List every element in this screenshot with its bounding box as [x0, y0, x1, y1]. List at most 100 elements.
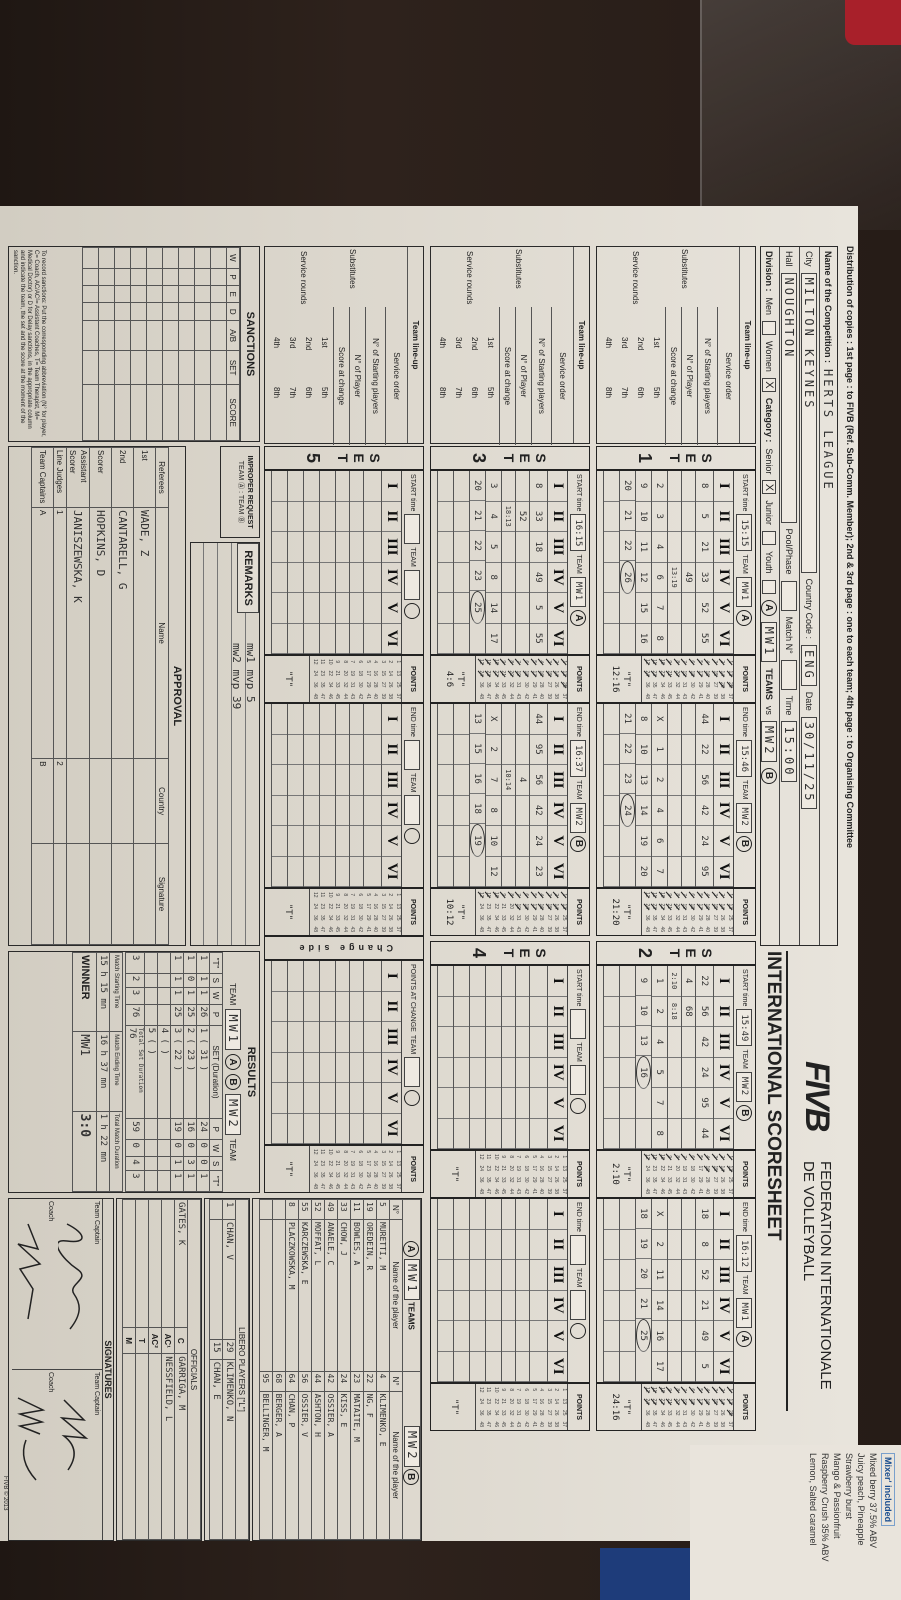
point-box[interactable]: 26	[553, 681, 560, 688]
point-box[interactable]: 26	[387, 1171, 394, 1178]
official-name[interactable]: JANISZEWSKA, K	[66, 507, 90, 759]
service-round-cell[interactable]: 14	[486, 593, 501, 624]
point-box[interactable]: 31	[349, 914, 356, 921]
service-round-cell[interactable]	[438, 996, 453, 1027]
point-box[interactable]: 33	[334, 914, 341, 921]
service-round-cell[interactable]	[320, 765, 335, 796]
substitute-player-cell[interactable]	[682, 593, 695, 624]
point-box[interactable]: 8	[341, 660, 348, 664]
timeout-score[interactable]: 12:16	[610, 665, 620, 693]
sanctions-cell[interactable]	[98, 384, 115, 441]
point-box[interactable]: 3	[710, 656, 718, 668]
service-round-cell[interactable]	[470, 857, 485, 887]
service-order-cell[interactable]: 44	[530, 704, 547, 735]
point-box[interactable]: 37	[727, 693, 733, 700]
point-box[interactable]: 20	[507, 1398, 514, 1405]
point-box[interactable]: 37	[395, 926, 401, 933]
point-box[interactable]: 18	[357, 670, 364, 677]
point-box[interactable]: 11	[650, 1151, 657, 1163]
sanctions-cell[interactable]	[178, 302, 195, 321]
point-box[interactable]: 46	[326, 1183, 333, 1190]
point-box[interactable]: 9	[665, 889, 672, 901]
official-signature[interactable]	[66, 843, 90, 945]
point-box[interactable]: 15	[379, 670, 386, 677]
service-round-cell[interactable]	[620, 1260, 635, 1291]
service-order-cell[interactable]: 8	[696, 471, 713, 502]
point-box[interactable]: 18	[688, 901, 695, 913]
service-round-cell[interactable]: 8	[486, 795, 501, 826]
service-round-cell[interactable]: 25	[470, 591, 485, 624]
point-box[interactable]: 35	[651, 1176, 658, 1183]
point-box[interactable]: 33	[334, 1171, 341, 1178]
service-round-cell[interactable]	[304, 1022, 319, 1053]
service-round-cell[interactable]	[620, 1290, 635, 1321]
point-box[interactable]: 2	[553, 1388, 560, 1392]
point-box[interactable]: 42	[523, 1421, 530, 1428]
service-round-cell[interactable]	[288, 1113, 303, 1144]
service-round-cell[interactable]	[288, 734, 303, 765]
service-round-cell[interactable]	[486, 1088, 501, 1119]
point-box[interactable]: 2	[552, 656, 559, 668]
point-box[interactable]: 20	[672, 901, 680, 913]
service-round-cell[interactable]	[320, 501, 335, 532]
substitute-player-cell[interactable]	[682, 471, 695, 502]
substitute-player-cell[interactable]	[516, 795, 529, 826]
service-order-cell[interactable]	[364, 623, 381, 654]
point-box[interactable]: 14	[718, 1396, 725, 1408]
service-round-cell[interactable]: 21	[470, 501, 485, 531]
substitute-score-cell[interactable]	[502, 1351, 515, 1382]
service-round-cell[interactable]: 3	[652, 501, 667, 532]
service-round-cell[interactable]	[438, 856, 453, 887]
point-box[interactable]: 24	[477, 1398, 484, 1405]
point-box[interactable]: 47	[319, 926, 326, 933]
service-round-cell[interactable]	[272, 1022, 287, 1053]
point-box[interactable]: 4	[703, 1384, 710, 1396]
point-box[interactable]: 29	[696, 1176, 703, 1183]
service-round-cell[interactable]	[470, 1260, 485, 1291]
point-box[interactable]: 39	[379, 693, 386, 700]
point-box[interactable]: 28	[372, 681, 379, 688]
point-box[interactable]: 41	[696, 693, 703, 700]
service-round-cell[interactable]: 15	[636, 593, 651, 624]
substitute-score-cell[interactable]	[502, 1229, 515, 1260]
point-box[interactable]: 40	[372, 926, 379, 933]
point-box[interactable]: 5	[530, 1388, 537, 1392]
start-time-field[interactable]	[404, 514, 421, 545]
point-box[interactable]: 43	[515, 1421, 522, 1428]
substitute-player-cell[interactable]	[682, 1199, 695, 1230]
service-round-cell[interactable]	[454, 1057, 469, 1088]
point-box[interactable]: 7	[349, 893, 356, 897]
point-box[interactable]: 20	[507, 903, 514, 910]
point-box[interactable]: 7	[515, 1388, 522, 1392]
service-round-cell[interactable]	[470, 1027, 485, 1058]
substitute-player-cell[interactable]	[516, 826, 529, 857]
sanctions-cell[interactable]	[130, 268, 147, 286]
service-round-cell[interactable]	[272, 961, 287, 992]
sanctions-cell[interactable]	[178, 285, 195, 303]
point-box[interactable]: 38	[387, 693, 394, 700]
point-box[interactable]: 20	[672, 1396, 680, 1408]
service-round-cell[interactable]	[454, 1088, 469, 1119]
point-box[interactable]: 45	[334, 926, 341, 933]
sanctions-cell[interactable]	[98, 285, 115, 303]
point-box[interactable]: 40	[704, 693, 711, 700]
point-box[interactable]: 42	[523, 693, 530, 700]
point-box[interactable]: 25	[727, 1176, 733, 1183]
timeout-score[interactable]: 21:20	[610, 898, 620, 926]
point-box[interactable]: 42	[357, 1183, 364, 1190]
sanctions-cell[interactable]	[178, 320, 195, 351]
substitute-player-cell[interactable]	[682, 1088, 695, 1119]
point-box[interactable]: 27	[545, 681, 552, 688]
point-box[interactable]: 20	[341, 1160, 348, 1167]
point-box[interactable]: 27	[379, 1171, 386, 1178]
service-round-cell[interactable]: 26	[620, 561, 635, 594]
point-box[interactable]: 35	[485, 1409, 492, 1416]
substitute-score-cell[interactable]	[502, 1321, 515, 1352]
point-box[interactable]: 3	[710, 1384, 718, 1396]
team-name-field[interactable]: MW1	[736, 1297, 753, 1328]
point-box[interactable]: 42	[523, 1188, 530, 1195]
point-box[interactable]: 14	[552, 901, 559, 913]
service-round-cell[interactable]	[288, 471, 303, 502]
point-box[interactable]: 48	[311, 693, 318, 700]
point-box[interactable]: 29	[530, 1176, 537, 1183]
